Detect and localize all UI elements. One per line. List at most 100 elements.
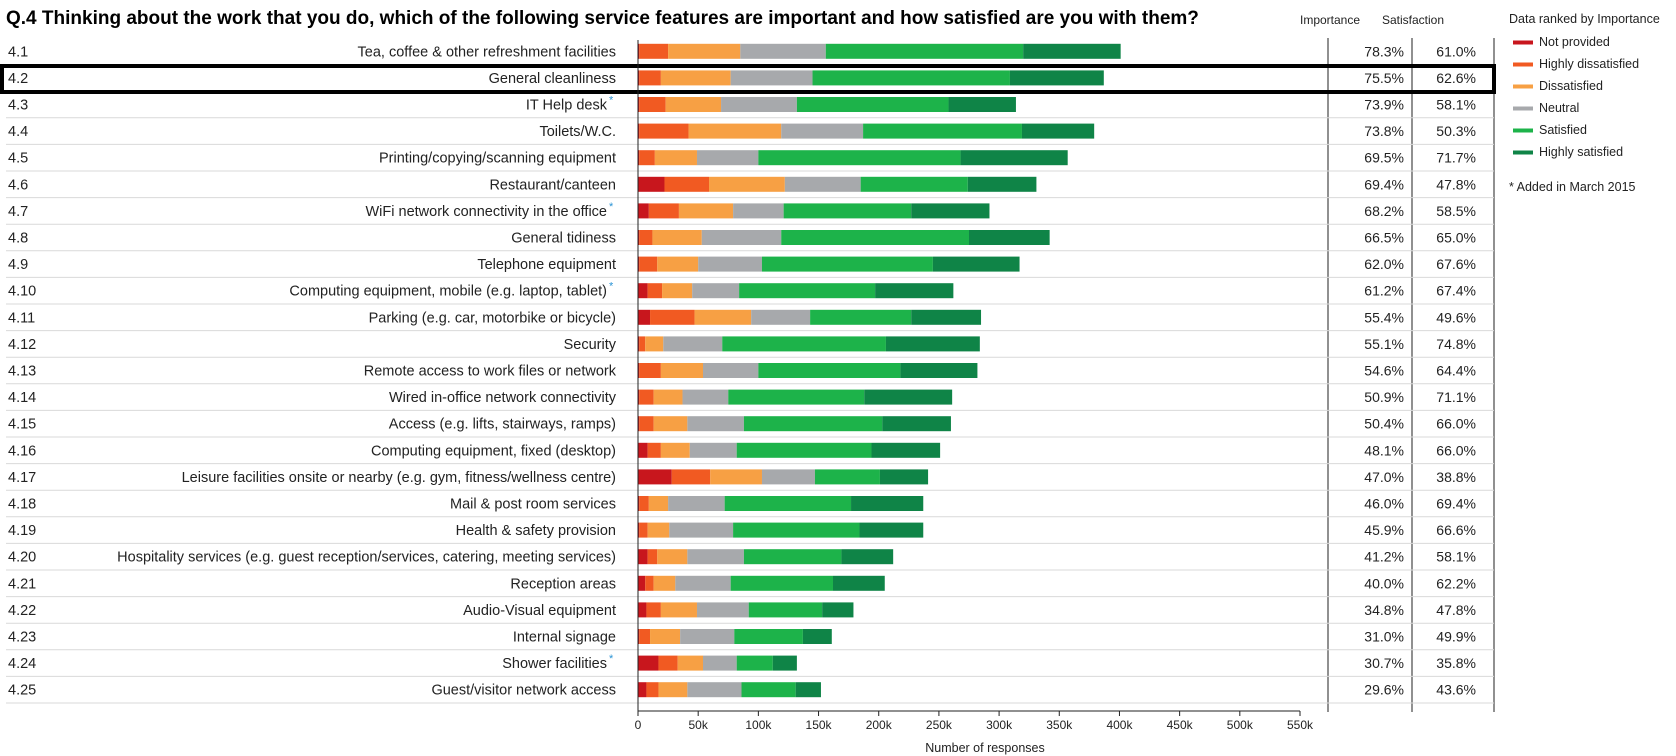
- bar-segment-satisfied: [748, 602, 823, 618]
- row-label: Wired in-office network connectivity: [389, 390, 617, 406]
- row-code: 4.12: [8, 337, 36, 353]
- x-tick-label: 100k: [745, 718, 772, 732]
- bar-segment-neutral: [730, 70, 813, 86]
- bar-segment-highly-dissatisfied: [647, 283, 663, 299]
- satisfaction-value: 62.6%: [1436, 70, 1476, 86]
- bar-segment-dissatisfied: [657, 256, 699, 272]
- bar-segment-highly-satisfied: [841, 549, 894, 565]
- row-label: Guest/visitor network access: [431, 683, 616, 699]
- row-label: Parking (e.g. car, motorbike or bicycle): [369, 310, 616, 326]
- row-label: Mail & post room services: [450, 497, 616, 513]
- x-tick-label: 500k: [1227, 718, 1254, 732]
- bar-segment-satisfied: [825, 43, 1024, 59]
- importance-value: 46.0%: [1364, 496, 1404, 512]
- bar-segment-neutral: [733, 203, 784, 219]
- row-code: 4.4: [8, 124, 28, 140]
- satisfaction-value: 35.8%: [1436, 655, 1476, 671]
- bar-segment-highly-dissatisfied: [671, 469, 711, 485]
- bar-segment-satisfied: [860, 176, 968, 192]
- chart-row: 4.23 Internal signage 31.0% 49.9%: [6, 629, 1494, 651]
- satisfaction-value: 66.0%: [1436, 442, 1476, 458]
- added-march-2015-marker: *: [609, 95, 614, 107]
- bar-segment-satisfied: [863, 123, 1022, 139]
- bar-segment-dissatisfied: [660, 70, 731, 86]
- row-label: Computing equipment, mobile (e.g. laptop…: [289, 284, 607, 300]
- bar-segment-satisfied: [758, 150, 961, 166]
- importance-header: Importance: [1300, 13, 1360, 27]
- bar-segment-highly-satisfied: [879, 469, 929, 485]
- bar-segment-satisfied: [741, 682, 796, 698]
- importance-value: 40.0%: [1364, 575, 1404, 591]
- chart-row: 4.24 Shower facilities * 30.7% 35.8%: [6, 653, 1494, 677]
- row-label: Audio-Visual equipment: [463, 603, 616, 619]
- row-code: 4.9: [8, 257, 28, 273]
- bar-segment-highly-dissatisfied: [650, 309, 695, 325]
- bar-segment-dissatisfied: [647, 522, 670, 538]
- bar-segment-dissatisfied: [677, 655, 703, 671]
- bar-segment-not-provided: [638, 469, 672, 485]
- bar-segment-dissatisfied: [660, 602, 697, 618]
- bar-segment-dissatisfied: [709, 176, 785, 192]
- bar-segment-not-provided: [638, 602, 647, 618]
- legend-item: Highly dissatisfied: [1539, 57, 1639, 71]
- satisfaction-value: 71.7%: [1436, 150, 1476, 166]
- bar-segment-highly-dissatisfied: [647, 442, 661, 458]
- bar-segment-highly-satisfied: [875, 283, 954, 299]
- row-label: Security: [564, 337, 617, 353]
- x-tick-label: 200k: [866, 718, 893, 732]
- bar-segment-neutral: [696, 150, 759, 166]
- chart-row: 4.4 Toilets/W.C. 73.8% 50.3%: [6, 123, 1494, 145]
- bar-segment-satisfied: [761, 256, 933, 272]
- importance-value: 30.7%: [1364, 655, 1404, 671]
- satisfaction-value: 49.6%: [1436, 309, 1476, 325]
- satisfaction-value: 66.6%: [1436, 522, 1476, 538]
- importance-value: 73.8%: [1364, 123, 1404, 139]
- bar-segment-neutral: [698, 256, 762, 272]
- bar-segment-dissatisfied: [688, 123, 782, 139]
- row-label: Reception areas: [510, 576, 616, 592]
- satisfaction-value: 58.1%: [1436, 97, 1476, 113]
- legend-item: Satisfied: [1539, 123, 1587, 137]
- satisfaction-value: 50.3%: [1436, 123, 1476, 139]
- satisfaction-value: 69.4%: [1436, 496, 1476, 512]
- bar-segment-dissatisfied: [657, 549, 688, 565]
- bar-segment-highly-dissatisfied: [639, 230, 653, 245]
- bar-segment-highly-dissatisfied: [639, 336, 646, 352]
- importance-value: 62.0%: [1364, 256, 1404, 272]
- importance-value: 61.2%: [1364, 283, 1404, 299]
- bar-segment-highly-dissatisfied: [658, 655, 678, 671]
- bar-segment-not-provided: [638, 442, 648, 458]
- legend-swatch-dissatisfied: [1513, 84, 1533, 89]
- bar-segment-neutral: [687, 416, 744, 432]
- row-label: Printing/copying/scanning equipment: [379, 151, 616, 167]
- importance-value: 48.1%: [1364, 442, 1404, 458]
- highlight-box: [0, 64, 1496, 94]
- row-code: 4.2: [8, 71, 28, 87]
- bar-segment-highly-satisfied: [882, 416, 951, 432]
- bar-segment-satisfied: [783, 203, 912, 219]
- row-code: 4.6: [8, 177, 28, 193]
- satisfaction-value: 61.0%: [1436, 43, 1476, 59]
- bar-segment-not-provided: [638, 97, 640, 112]
- bar-segment-not-provided: [638, 150, 640, 166]
- bar-segment-highly-satisfied: [911, 309, 982, 325]
- x-tick-label: 400k: [1106, 718, 1133, 732]
- bar-segment-highly-dissatisfied: [664, 176, 710, 192]
- satisfaction-value: 49.9%: [1436, 629, 1476, 645]
- bar-segment-highly-dissatisfied: [639, 416, 654, 432]
- row-label: IT Help desk: [526, 98, 608, 114]
- bar-segment-highly-dissatisfied: [639, 150, 655, 166]
- satisfaction-value: 47.8%: [1436, 176, 1476, 192]
- bar-segment-highly-satisfied: [967, 176, 1037, 192]
- bar-segment-neutral: [784, 176, 861, 192]
- bar-segment-neutral: [663, 336, 723, 352]
- bar-segment-satisfied: [796, 97, 949, 112]
- row-label: Internal signage: [513, 630, 616, 646]
- importance-value: 66.5%: [1364, 230, 1404, 246]
- x-tick-label: 150k: [806, 718, 833, 732]
- bar-segment-dissatisfied: [710, 469, 762, 485]
- satisfaction-value: 64.4%: [1436, 363, 1476, 379]
- row-code: 4.13: [8, 364, 36, 380]
- x-tick-label: 350k: [1046, 718, 1073, 732]
- bar-segment-not-provided: [638, 496, 640, 511]
